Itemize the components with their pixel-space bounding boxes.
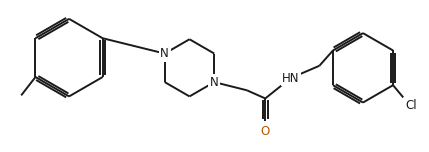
Text: Cl: Cl (405, 99, 417, 112)
Text: O: O (261, 125, 270, 138)
Text: N: N (210, 76, 219, 89)
Text: HN: HN (282, 72, 299, 85)
Text: N: N (160, 47, 169, 60)
